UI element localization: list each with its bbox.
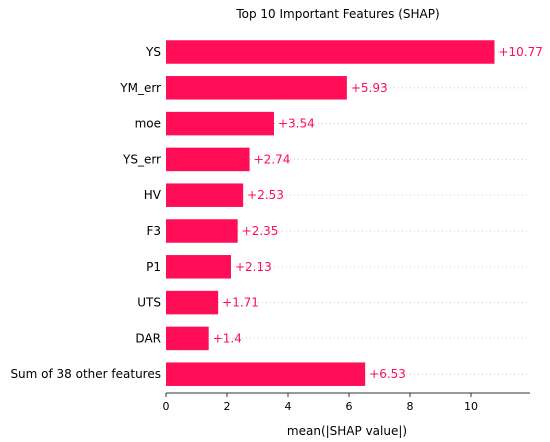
value-label: +3.54 [278,117,315,131]
x-tick-label: 4 [285,400,292,413]
bar [166,183,244,207]
category-label: YS_err [122,152,161,166]
x-tick-label: 8 [407,400,414,413]
x-tick-label: 10 [464,400,478,413]
x-axis-label: mean(|SHAP value|) [287,424,407,438]
category-label: YS [145,45,161,59]
value-label: +10.77 [498,45,542,59]
x-tick-label: 2 [224,400,231,413]
value-label: +2.35 [242,224,279,238]
value-label: +6.53 [369,367,406,381]
category-label: YM_err [119,81,161,95]
grid-guides [166,51,530,375]
value-labels: +10.77 +5.93 +3.54 +2.74 +2.53 +2.35 +2.13 +1.7… [213,45,543,381]
category-label: DAR [135,331,161,345]
category-label: Sum of 38 other features [10,367,161,381]
category-label: UTS [137,296,161,310]
x-tick-label: 0 [163,400,170,413]
value-label: +1.4 [213,331,242,345]
value-label: +2.53 [247,188,284,202]
category-label: F3 [146,224,161,238]
bar [166,255,231,279]
category-label: HV [144,188,162,202]
value-label: +2.13 [235,260,272,274]
chart-title: Top 10 Important Features (SHAP) [235,7,439,21]
category-label: moe [135,117,161,131]
bar [166,219,238,243]
bar [166,111,274,136]
bars [166,40,495,386]
bar [166,362,366,386]
x-tick-label: 6 [346,400,353,413]
x-ticks: 0 2 4 6 8 10 [163,393,478,413]
bar [166,40,495,64]
value-label: +1.71 [222,296,259,310]
value-label: +5.93 [351,81,388,95]
bar [166,326,209,351]
value-label: +2.74 [254,152,291,166]
bar [166,147,250,172]
bar [166,290,219,315]
bar [166,76,347,100]
category-label: P1 [146,260,161,274]
